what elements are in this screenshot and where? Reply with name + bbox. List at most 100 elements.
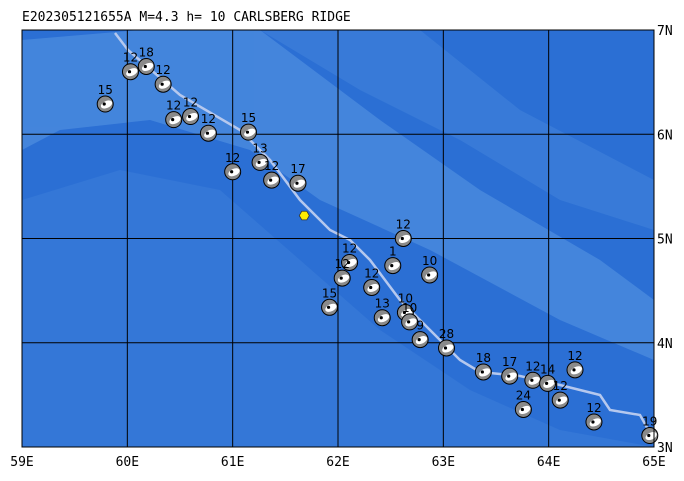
beachball-axis xyxy=(257,160,261,164)
beachball-quadrant xyxy=(377,314,390,323)
beachball-axis xyxy=(269,178,273,182)
beachball-axis xyxy=(205,131,210,135)
depth-label: 15 xyxy=(98,83,113,97)
beachball-axis xyxy=(230,170,234,174)
depth-label: 12 xyxy=(567,349,582,363)
focal-mechanism xyxy=(263,171,281,189)
beachball-axis xyxy=(245,130,250,134)
depth-label: 12 xyxy=(183,96,198,110)
focal-mechanism xyxy=(121,63,139,81)
depth-label: 12 xyxy=(396,218,411,232)
beachball-quadrant xyxy=(158,80,171,89)
depth-label: 10 xyxy=(398,292,413,306)
focal-mechanism xyxy=(394,230,412,247)
focal-mechanism xyxy=(239,123,257,141)
beachball-quadrant xyxy=(442,344,454,353)
focal-mechanism xyxy=(224,163,242,181)
depth-label: 1 xyxy=(389,245,397,259)
beachball-quadrant xyxy=(570,366,582,375)
beachball-axis xyxy=(346,260,351,265)
depth-label: 15 xyxy=(241,111,256,125)
beachball-quadrant xyxy=(388,262,400,271)
map-frame xyxy=(21,29,655,448)
beachball-quadrant xyxy=(204,129,216,138)
beachball-axis xyxy=(127,70,132,74)
depth-label: 10 xyxy=(422,254,437,268)
focal-mechanism xyxy=(524,371,542,389)
beachball-axis xyxy=(407,320,411,324)
beachball-quadrant xyxy=(244,128,256,137)
lat-tick-label: 3N xyxy=(657,441,673,456)
beachball-axis xyxy=(160,82,164,86)
beachball-quadrant xyxy=(589,418,601,427)
focal-mechanism xyxy=(551,391,569,409)
depth-label: 19 xyxy=(642,415,657,429)
depth-label: 28 xyxy=(439,327,454,341)
beachball-axis xyxy=(379,316,383,320)
beachball-quadrant xyxy=(425,271,437,280)
focal-mechanism xyxy=(333,269,351,287)
depth-label: 12 xyxy=(553,379,568,393)
beachball-quadrant xyxy=(141,62,154,72)
depth-label: 17 xyxy=(502,355,517,369)
beachball-quadrant xyxy=(267,176,279,185)
lon-tick-label: 63E xyxy=(432,455,455,470)
beachball-quadrant xyxy=(505,372,517,381)
focal-mechanism xyxy=(321,298,339,316)
depth-label: 12 xyxy=(166,99,181,113)
focal-mechanism xyxy=(154,75,172,93)
beachball-quadrant xyxy=(415,336,428,345)
depth-label: 18 xyxy=(476,351,491,365)
beachball-axis xyxy=(326,305,331,309)
beachball-axis xyxy=(572,368,576,372)
focal-mechanism xyxy=(289,174,307,192)
depth-label: 12 xyxy=(156,63,171,77)
depth-label: 9 xyxy=(416,319,424,333)
lon-tick-label: 64E xyxy=(537,455,560,470)
beachball-axis xyxy=(520,407,524,412)
focal-mechanism xyxy=(363,278,381,296)
beachball-axis xyxy=(557,398,561,402)
lon-tick-label: 62E xyxy=(326,455,349,470)
focal-mechanism xyxy=(501,367,519,385)
beachball-quadrant xyxy=(293,179,305,188)
ridge xyxy=(114,32,656,441)
focal-mechanism xyxy=(539,374,557,392)
beachball-axis xyxy=(545,381,549,386)
beachball-axis xyxy=(369,285,373,290)
depth-label: 24 xyxy=(516,388,531,402)
focal-mechanism xyxy=(384,257,402,275)
beachball-axis xyxy=(647,433,651,438)
beachball-axis xyxy=(143,64,147,69)
beachball-quadrant xyxy=(528,376,540,385)
depth-label: 12 xyxy=(586,401,601,415)
depth-label: 12 xyxy=(342,241,357,255)
depth-label: 12 xyxy=(335,257,350,271)
beachball-quadrant xyxy=(479,368,491,377)
beachball-axis xyxy=(339,276,343,280)
beachball-quadrant xyxy=(169,116,181,125)
focal-mechanism xyxy=(641,427,659,445)
depth-label: 12 xyxy=(225,151,240,165)
beachball-axis xyxy=(480,370,484,374)
epicenter xyxy=(298,210,310,221)
focal-mechanism xyxy=(585,413,603,431)
depth-label: 12 xyxy=(201,112,216,126)
beachball-quadrant xyxy=(519,405,531,415)
lon-tick-label: 65E xyxy=(642,455,665,470)
beachball-quadrant xyxy=(255,158,268,167)
depth-label: 12 xyxy=(123,51,138,65)
lon-tick-label: 61E xyxy=(221,455,244,470)
beachball-quadrant xyxy=(555,396,568,405)
depth-label: 12 xyxy=(264,159,279,173)
beachball-quadrant xyxy=(399,234,411,244)
depth-label: 15 xyxy=(322,286,337,300)
lon-tick-label: 59E xyxy=(10,455,33,470)
beachball-axis xyxy=(171,118,175,122)
beachball-quadrant xyxy=(325,303,337,312)
beachball-axis xyxy=(417,338,421,342)
beachball-axis xyxy=(443,346,448,350)
lat-tick-label: 6N xyxy=(657,128,673,143)
depth-label: 13 xyxy=(375,297,390,311)
